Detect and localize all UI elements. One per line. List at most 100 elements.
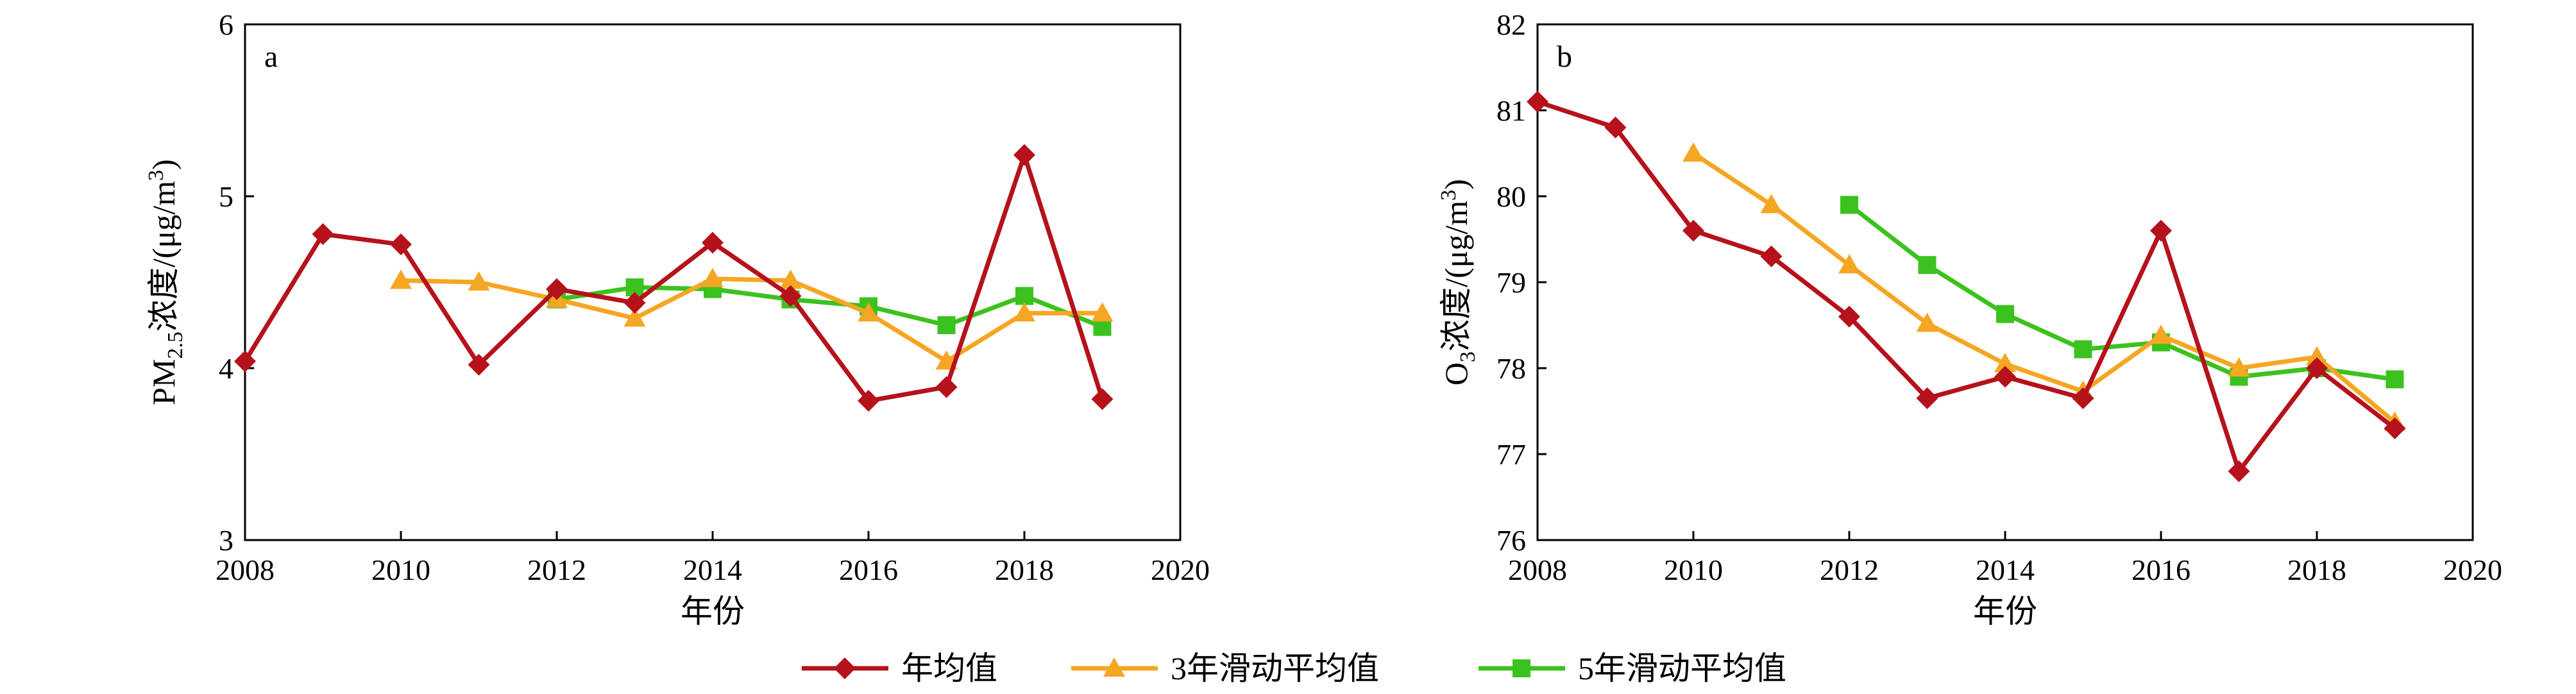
legend-label: 5年滑动平均值	[1578, 650, 1786, 686]
chart-panel-a: 2008 2010 2012 2014 2016 2018 2020 3 4 5 6a 年份 PM2.5…	[144, 8, 1210, 629]
y-tick-label: 79	[1496, 266, 1526, 299]
x-axis-title: 年份	[681, 593, 745, 629]
data-point-ma5	[2385, 370, 2404, 389]
legend-marker	[1513, 659, 1530, 677]
data-point-annual	[312, 223, 334, 245]
series-line-ma5	[1847, 203, 2395, 382]
y-tick-label: 4	[219, 352, 233, 385]
y-tick-label: 80	[1496, 180, 1526, 213]
x-tick-label: 2020	[2443, 554, 2502, 586]
y-axis-title-mid: 浓度/(μg/m	[1438, 201, 1474, 351]
data-point-annual	[546, 278, 568, 300]
y-tick-label: 3	[219, 524, 233, 557]
data-point-ma5	[1015, 287, 1033, 305]
data-point-annual	[1916, 387, 1938, 409]
data-point-ma3	[468, 271, 490, 291]
x-tick-label: 2010	[1664, 554, 1723, 586]
series-line-annual	[243, 153, 1105, 403]
data-point-ma5	[1996, 305, 2014, 323]
data-point-annual	[858, 389, 879, 412]
x-tick-label: 2016	[2131, 554, 2190, 586]
data-point-ma3	[1013, 302, 1035, 322]
x-tick-label: 2018	[2287, 554, 2346, 586]
series-line-ma3	[400, 276, 1103, 364]
panel-label: a	[264, 40, 278, 74]
y-axis-title: O3浓度/(μg/m3)	[1437, 179, 1480, 385]
panel-label: b	[1557, 40, 1572, 74]
y-tick-label: 5	[219, 180, 233, 213]
data-point-ma3	[1760, 194, 1783, 214]
x-tick-label: 2008	[216, 554, 275, 586]
y-axis-title-end: )	[146, 159, 182, 170]
data-point-ma3	[1838, 254, 1860, 274]
y-axis-title-end: )	[1438, 179, 1474, 190]
data-point-ma3	[779, 269, 802, 289]
data-point-ma5	[1840, 196, 1858, 214]
x-tick-label: 2008	[1508, 554, 1567, 586]
data-point-annual	[1760, 245, 1783, 267]
series-line-ma5	[556, 285, 1103, 329]
data-point-annual	[1994, 366, 2016, 388]
data-point-annual	[390, 233, 412, 256]
y-tick-label: 81	[1496, 94, 1526, 127]
legend: 年均值 3年滑动平均值 5年滑动平均值	[802, 650, 1786, 686]
data-point-ma3	[1916, 312, 1938, 332]
series-ma3	[390, 267, 1114, 370]
plot-frame	[1536, 23, 2474, 541]
data-point-annual	[468, 353, 490, 376]
data-point-annual	[2072, 387, 2094, 409]
y-axis-title: PM2.5浓度/(μg/m3)	[144, 159, 187, 405]
x-tick-label: 2020	[1151, 554, 1210, 586]
data-point-ma3	[390, 269, 412, 289]
y-axis-title-sup: 3	[144, 170, 168, 181]
legend-item-ma3: 3年滑动平均值	[1071, 650, 1379, 686]
legend-item-annual: 年均值	[802, 650, 997, 686]
data-point-ma3	[2228, 357, 2250, 377]
data-point-annual	[1604, 116, 1627, 139]
y-axis-title-mid: 浓度/(μg/m	[146, 181, 182, 332]
data-point-ma3	[858, 302, 879, 322]
data-point-ma5	[937, 316, 956, 334]
chart-panel-b: 2008 2010 2012 2014 2016 2018 2020 76 77 78 79 80 81…	[1437, 8, 2502, 629]
legend-item-ma5: 5年滑动平均值	[1479, 650, 1786, 686]
legend-marker	[834, 657, 856, 679]
y-tick-label: 78	[1496, 352, 1526, 385]
data-point-ma3	[1994, 353, 2016, 373]
legend-label: 年均值	[901, 650, 997, 686]
y-axis-title-sub: 2.5	[164, 332, 187, 359]
y-tick-label: 82	[1496, 8, 1526, 41]
y-axis-title-base: O	[1438, 362, 1474, 385]
data-point-ma3	[2306, 346, 2328, 366]
y-tick-label: 76	[1496, 524, 1526, 557]
y-tick-label: 77	[1496, 438, 1526, 471]
data-point-ma3	[702, 267, 724, 287]
legend-label: 3年滑动平均值	[1171, 650, 1379, 686]
legend-marker	[1103, 657, 1125, 677]
data-point-ma5	[2074, 340, 2092, 359]
data-point-ma3	[1091, 302, 1114, 322]
data-point-annual	[935, 376, 958, 398]
series-line-annual	[1536, 99, 2396, 474]
data-point-annual	[1091, 388, 1114, 410]
series-annual	[1527, 90, 2406, 482]
data-point-annual	[1682, 219, 1704, 242]
data-point-ma3	[623, 307, 646, 327]
series-annual	[234, 144, 1114, 412]
data-point-ma3	[1682, 142, 1704, 162]
data-point-annual	[2228, 460, 2250, 482]
x-axis-title: 年份	[1973, 593, 2037, 629]
data-point-ma3	[2150, 325, 2172, 344]
y-axis-title-sub: 3	[1456, 351, 1480, 362]
data-point-annual	[702, 232, 724, 254]
y-axis-title-sup: 3	[1437, 190, 1461, 201]
data-point-ma5	[1918, 256, 1936, 275]
x-tick-label: 2012	[1820, 554, 1879, 586]
data-point-annual	[1838, 305, 1860, 328]
data-point-annual	[623, 292, 646, 314]
x-tick-label: 2012	[527, 554, 586, 586]
x-tick-label: 2016	[839, 554, 898, 586]
x-tick-label: 2014	[683, 554, 742, 586]
data-point-annual	[2384, 417, 2406, 439]
x-tick-label: 2018	[995, 554, 1054, 586]
